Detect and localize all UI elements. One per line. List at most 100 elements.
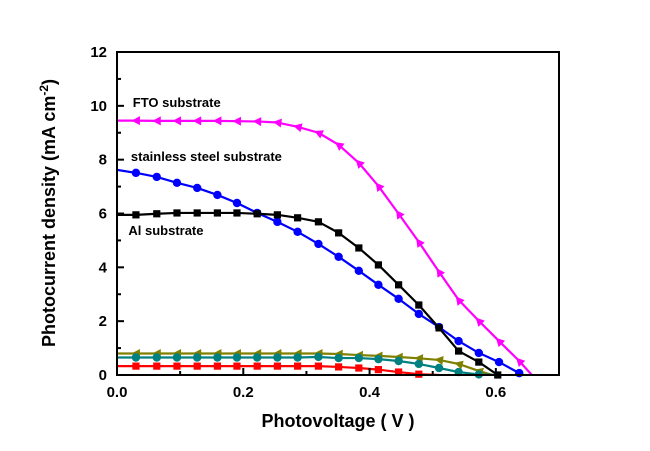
y-tick-label: 6 (99, 206, 107, 223)
y-tick-label: 2 (99, 313, 107, 330)
data-point (131, 353, 141, 362)
y-axis-title-suffix: ) (39, 79, 59, 85)
data-point (232, 353, 242, 362)
data-point (293, 214, 302, 222)
data-point (355, 159, 365, 169)
data-point (192, 353, 202, 362)
y-axis-title: Photocurrent density (mA cm-2) (37, 79, 59, 347)
data-point (153, 362, 161, 370)
data-point (314, 218, 323, 226)
data-point (213, 190, 222, 200)
data-point (153, 210, 161, 218)
data-point (193, 209, 201, 217)
data-point (435, 324, 443, 332)
y-tick-label: 10 (90, 98, 107, 115)
data-point (354, 353, 364, 363)
data-point (232, 116, 242, 126)
data-point (395, 281, 403, 289)
x-tick-label: 0.0 (107, 384, 128, 401)
data-point (252, 353, 262, 362)
y-tick-label: 8 (99, 152, 107, 169)
series-teal-series (117, 352, 498, 379)
data-point (233, 362, 241, 370)
data-point (132, 211, 140, 219)
data-point (436, 268, 446, 278)
data-point (314, 362, 323, 370)
data-point (374, 280, 383, 290)
data-point (474, 348, 484, 358)
y-axis-title-superscript: -2 (37, 85, 51, 96)
data-point (273, 353, 282, 362)
data-point (394, 356, 403, 366)
data-point (192, 116, 202, 126)
data-point (253, 210, 261, 218)
x-tick-label: 0.2 (233, 384, 254, 401)
data-point (252, 117, 262, 127)
data-point (293, 362, 302, 370)
data-point (314, 130, 324, 139)
series-fto-substrate (117, 116, 533, 376)
data-point (233, 209, 241, 217)
data-point (314, 352, 323, 362)
data-point (131, 168, 141, 178)
annotation-al: Al substrate (128, 223, 203, 238)
data-point (131, 116, 140, 126)
data-point (172, 178, 182, 188)
data-point (395, 368, 403, 376)
data-point (415, 301, 423, 309)
data-point (355, 244, 363, 252)
data-point (374, 366, 383, 374)
data-point (455, 296, 465, 306)
data-point (394, 294, 403, 304)
data-point (335, 229, 343, 237)
data-point (334, 353, 343, 363)
data-point (475, 358, 483, 366)
data-point (213, 353, 222, 362)
data-point (374, 354, 383, 364)
data-point (273, 217, 282, 227)
data-point (253, 362, 261, 370)
data-point (152, 353, 161, 362)
series-layer (116, 116, 533, 379)
y-axis-title-main: Photocurrent density (mA cm (39, 96, 59, 347)
data-point (213, 362, 221, 370)
data-point (355, 364, 363, 372)
data-point (516, 357, 526, 368)
data-point (335, 142, 345, 151)
data-point (293, 227, 302, 237)
data-point (172, 353, 182, 362)
x-axis-title: Photovoltage ( V ) (262, 411, 415, 431)
data-point (475, 317, 485, 327)
data-point (152, 172, 161, 182)
data-point (334, 252, 343, 262)
data-point (374, 261, 383, 269)
data-point (434, 363, 444, 373)
data-point (193, 362, 201, 370)
y-tick-label: 4 (99, 259, 108, 276)
y-tick-label: 12 (90, 44, 107, 61)
data-point (495, 337, 506, 348)
data-point (173, 209, 181, 217)
series-line (117, 119, 533, 376)
axes-layer: 0.0 0.2 0.4 0.6 0 2 4 6 8 10 12 (90, 44, 560, 401)
data-point (354, 266, 364, 276)
data-point (132, 362, 140, 370)
series-red-series (117, 362, 440, 378)
data-point (172, 116, 181, 126)
data-point (314, 239, 323, 249)
annotation-stainless-steel: stainless steel substrate (131, 149, 282, 164)
series-line (116, 168, 524, 376)
data-point (272, 118, 282, 128)
data-point (455, 347, 463, 355)
data-point (293, 123, 303, 133)
data-point (414, 359, 424, 369)
annotation-fto: FTO substrate (133, 95, 221, 110)
data-point (454, 336, 463, 346)
data-point (395, 210, 405, 220)
x-tick-label: 0.4 (359, 384, 381, 401)
data-point (416, 238, 425, 248)
data-point (273, 211, 281, 219)
data-point (273, 362, 281, 370)
data-point (152, 116, 161, 126)
